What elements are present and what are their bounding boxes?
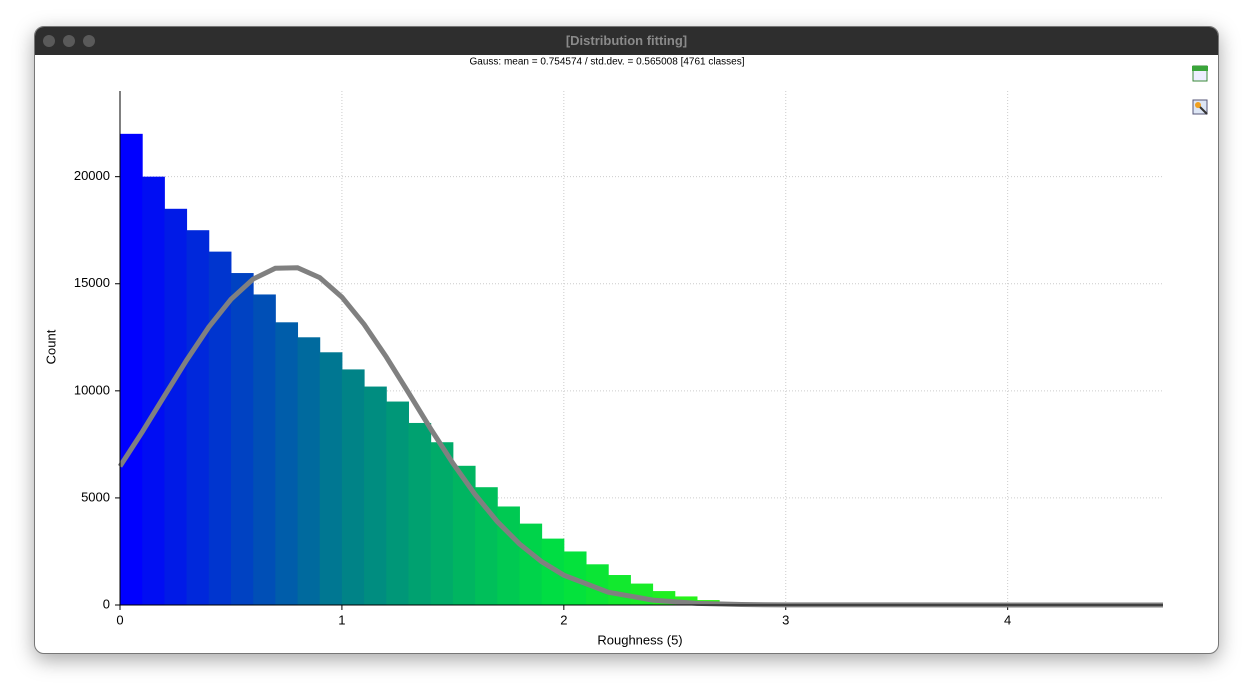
y-tick-label: 5000 — [81, 489, 110, 504]
minimize-button[interactable] — [63, 35, 75, 47]
fit-curve — [117, 265, 1164, 608]
x-axis-label: Roughness (5) — [597, 632, 682, 647]
bar — [386, 401, 409, 605]
bar — [341, 369, 365, 605]
bar — [253, 294, 276, 605]
x-tick-label: 1 — [338, 612, 345, 627]
bar — [430, 442, 454, 605]
bar — [275, 322, 299, 605]
bar — [408, 422, 432, 605]
export-csv-icon[interactable] — [1192, 65, 1208, 82]
bar — [364, 386, 387, 605]
bar — [319, 352, 343, 605]
y-tick-label: 10000 — [74, 382, 110, 397]
y-axis-label: Count — [43, 329, 58, 364]
bar — [120, 133, 143, 605]
bar — [541, 538, 565, 605]
bar — [297, 337, 321, 605]
chart-title: Gauss: mean = 0.754574 / std.dev. = 0.56… — [470, 57, 745, 68]
bar — [142, 176, 165, 605]
bar — [586, 564, 609, 605]
bar — [519, 523, 543, 605]
x-tick-label: 3 — [782, 612, 789, 627]
x-tick-label: 0 — [116, 612, 123, 627]
x-tick-label: 4 — [1004, 612, 1011, 627]
y-tick-label: 0 — [103, 596, 110, 611]
bar — [164, 208, 188, 605]
title-bar: [Distribution fitting] — [35, 27, 1218, 55]
bar — [230, 273, 254, 605]
bar — [208, 251, 232, 605]
window-title: [Distribution fitting] — [565, 33, 688, 48]
zoom-button[interactable] — [83, 35, 95, 47]
x-tick-label: 2 — [560, 612, 567, 627]
close-button[interactable] — [43, 35, 55, 47]
bar — [608, 575, 631, 605]
bar — [452, 465, 476, 605]
export-image-icon[interactable] — [1192, 99, 1208, 115]
y-tick-label: 20000 — [74, 168, 110, 183]
chart: Gauss: mean = 0.754574 / std.dev. = 0.56… — [43, 57, 1208, 647]
bar — [497, 506, 520, 605]
y-tick-label: 15000 — [74, 275, 110, 290]
bar — [186, 230, 210, 606]
